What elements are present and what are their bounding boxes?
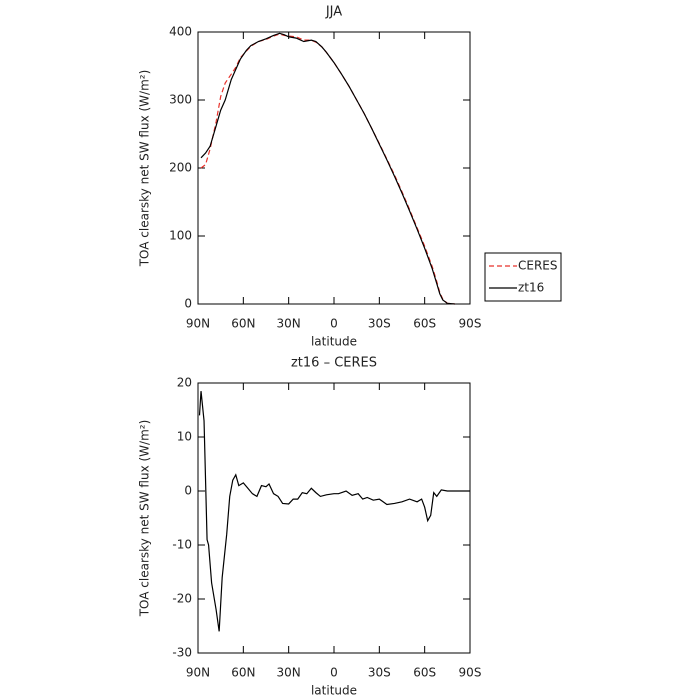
x-tick-label: 30S [368,317,391,331]
x-tick-label: 30N [277,317,301,331]
x-tick-label: 60S [413,317,436,331]
y-tick-label: -10 [172,538,192,552]
x-tick-label: 30N [277,666,301,680]
y-tick-label: 100 [169,229,192,243]
data-line [200,33,455,305]
y-tick-label: 20 [177,376,192,390]
x-tick-label: 30S [368,666,391,680]
legend-box [484,252,562,302]
chart-title: zt16 – CERES [291,356,377,371]
x-tick-label: 0 [330,666,338,680]
y-tick-label: -20 [172,592,192,606]
x-tick-label: 90S [459,317,482,331]
x-tick-label: 90N [186,317,210,331]
y-tick-label: 200 [169,161,192,175]
y-axis-label: TOA clearsky net SW flux (W/m²) [138,70,152,268]
plot-frame [197,382,471,654]
y-tick-label: 10 [177,430,192,444]
y-tick-label: 0 [184,484,192,498]
data-line [198,391,470,632]
y-tick-label: 300 [169,93,192,107]
x-tick-label: 60N [231,666,255,680]
legend-label: zt16 [518,281,544,295]
x-axis-label: latitude [311,684,357,698]
y-tick-label: 400 [169,25,192,39]
legend-label: CERES [518,259,558,273]
x-tick-label: 90N [186,666,210,680]
plot-frame [197,31,471,305]
x-tick-label: 90S [459,666,482,680]
x-tick-label: 60S [413,666,436,680]
x-axis-label: latitude [311,335,357,349]
data-line [200,32,455,305]
x-tick-label: 0 [330,317,338,331]
x-tick-label: 60N [231,317,255,331]
chart-title: JJA [325,5,342,20]
y-axis-label: TOA clearsky net SW flux (W/m²) [138,420,152,618]
y-tick-label: 0 [184,297,192,311]
y-tick-label: -30 [172,646,192,660]
